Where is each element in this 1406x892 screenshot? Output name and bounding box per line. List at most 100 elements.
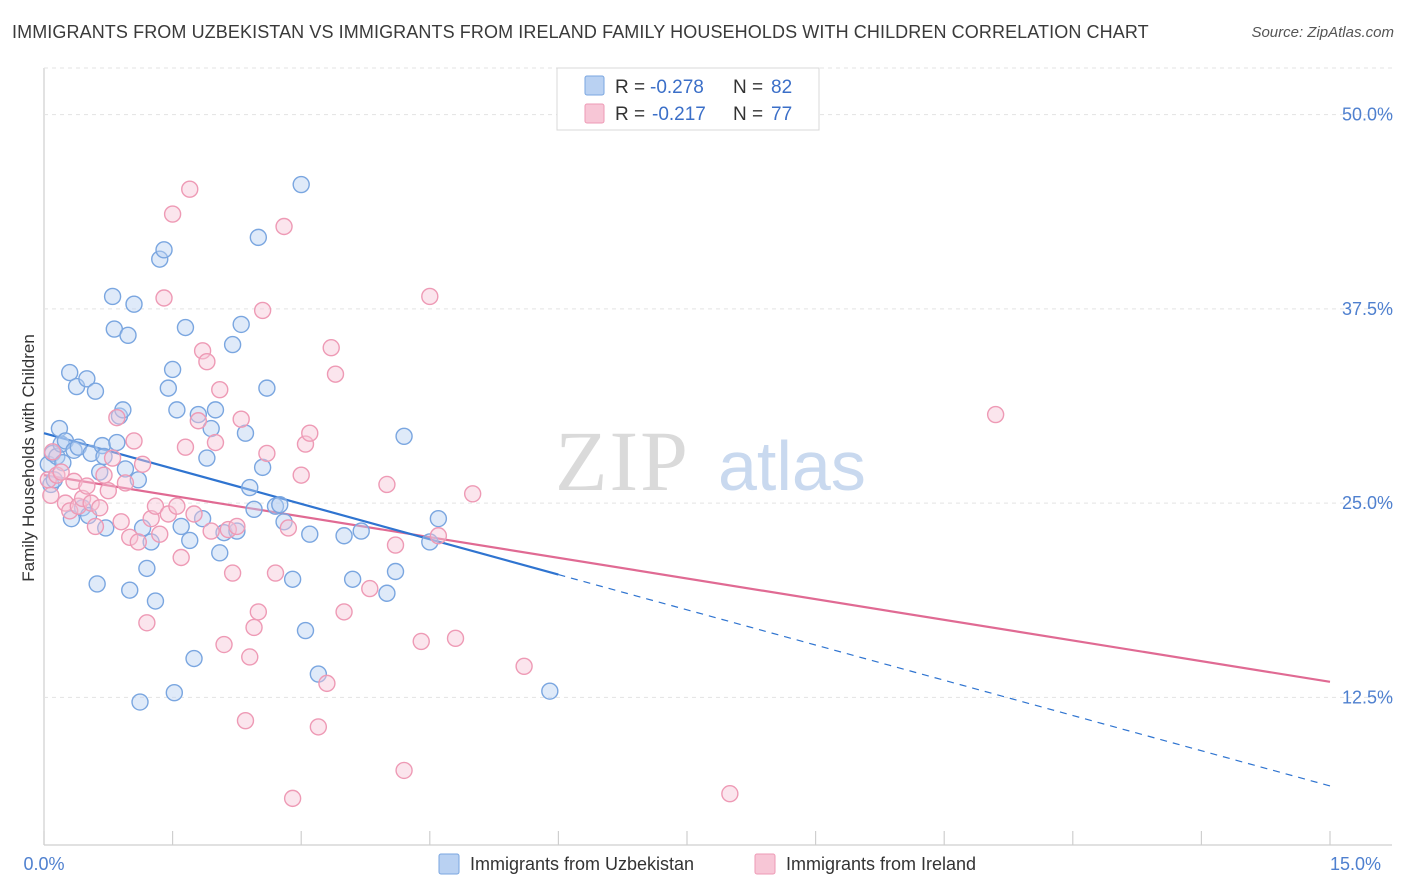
point-ireland (275, 217, 293, 236)
point-ireland (318, 674, 336, 693)
point-uzbekistan (78, 370, 96, 388)
point-ireland (241, 648, 259, 666)
point-uzbekistan (168, 401, 186, 419)
point-ireland (721, 785, 739, 803)
point-ireland (121, 528, 139, 547)
legend-n-label-1: N = (733, 104, 763, 125)
point-uzbekistan (421, 533, 439, 551)
point-ireland (279, 519, 298, 537)
point-uzbekistan (228, 522, 246, 540)
point-ireland (91, 499, 109, 517)
point-ireland (429, 527, 448, 545)
point-uzbekistan (189, 405, 208, 424)
point-uzbekistan (119, 326, 137, 344)
point-ireland (202, 522, 220, 540)
legend-r-value-0: -0.278 (650, 77, 704, 98)
chart-title: IMMIGRANTS FROM UZBEKISTAN VS IMMIGRANTS… (12, 22, 1149, 42)
x-tick-label-min: 0.0% (23, 854, 64, 874)
point-uzbekistan (378, 584, 396, 602)
point-ireland (86, 517, 105, 536)
legend: R = -0.278 N = 82 R = -0.217 N = 77 (556, 67, 820, 131)
point-uzbekistan (172, 517, 190, 536)
point-ireland (515, 657, 533, 675)
point-uzbekistan (232, 315, 250, 334)
point-uzbekistan (125, 295, 143, 313)
point-uzbekistan (258, 379, 276, 397)
point-ireland (172, 548, 190, 567)
point-ireland (211, 380, 229, 399)
point-uzbekistan (93, 436, 111, 455)
y-tick-label: 25.0% (1342, 493, 1393, 513)
point-ireland (283, 789, 302, 808)
point-ireland (163, 205, 182, 223)
point-uzbekistan (103, 287, 122, 306)
point-ireland (236, 711, 255, 730)
legend-n-value-1: 77 (771, 104, 792, 125)
point-ireland (266, 564, 285, 582)
point-uzbekistan (181, 531, 199, 550)
point-uzbekistan (165, 684, 184, 702)
point-uzbekistan (88, 575, 106, 593)
point-ireland (326, 365, 345, 383)
point-uzbekistan (352, 522, 370, 540)
legend-n-label-0: N = (733, 77, 763, 98)
source-label: Source: ZipAtlas.com (1251, 24, 1394, 41)
point-uzbekistan (206, 401, 225, 419)
point-ireland (65, 472, 83, 491)
point-uzbekistan (61, 363, 79, 382)
point-uzbekistan (193, 509, 212, 528)
point-uzbekistan (241, 478, 259, 497)
point-ireland (82, 494, 100, 512)
point-uzbekistan (155, 241, 173, 259)
y-axis-label: Family Households with Children (19, 334, 38, 582)
point-ireland (133, 455, 152, 473)
point-ireland (253, 301, 272, 320)
point-uzbekistan (249, 228, 268, 247)
point-ireland (322, 339, 340, 357)
point-ireland (43, 443, 62, 461)
point-ireland (223, 564, 242, 582)
point-ireland (421, 287, 439, 306)
point-ireland (361, 579, 379, 598)
trend-line-uzbekistan-extension (558, 574, 1331, 787)
point-uzbekistan (108, 433, 126, 452)
point-uzbekistan (541, 682, 559, 700)
point-ireland (215, 635, 233, 654)
bottom-legend: Immigrants from Uzbekistan Immigrants fr… (438, 853, 976, 875)
point-uzbekistan (151, 250, 169, 268)
point-uzbekistan (185, 649, 203, 668)
x-tick-label-max: 15.0% (1330, 854, 1381, 874)
point-ireland (138, 614, 156, 632)
point-uzbekistan (343, 570, 362, 588)
bottom-legend-swatch-uzbekistan (438, 853, 460, 875)
point-ireland (335, 603, 353, 621)
point-ireland (52, 463, 70, 481)
point-uzbekistan (271, 495, 289, 514)
bottom-legend-label-uzbekistan: Immigrants from Uzbekistan (470, 854, 694, 874)
point-ireland (412, 632, 430, 651)
point-ireland (155, 289, 173, 307)
point-ireland (193, 342, 212, 360)
svg-text:atlas: atlas (718, 427, 866, 505)
point-ireland (986, 405, 1005, 424)
point-uzbekistan (95, 447, 113, 466)
point-uzbekistan (429, 509, 448, 528)
point-ireland (146, 497, 165, 515)
legend-r-label-0: R = (615, 77, 645, 98)
point-uzbekistan (146, 592, 165, 610)
point-ireland (296, 435, 315, 453)
point-ireland (61, 502, 79, 520)
point-uzbekistan (176, 318, 195, 337)
point-ireland (386, 536, 405, 554)
point-ireland (108, 408, 126, 427)
point-ireland (125, 432, 143, 450)
point-ireland (198, 353, 216, 371)
point-ireland (446, 629, 465, 648)
legend-r-value-1: -0.217 (652, 104, 706, 125)
point-uzbekistan (131, 693, 149, 711)
point-uzbekistan (283, 570, 302, 588)
point-ireland (228, 517, 246, 536)
legend-swatch-ireland (584, 103, 605, 124)
point-uzbekistan (211, 544, 229, 562)
point-uzbekistan (198, 449, 216, 467)
